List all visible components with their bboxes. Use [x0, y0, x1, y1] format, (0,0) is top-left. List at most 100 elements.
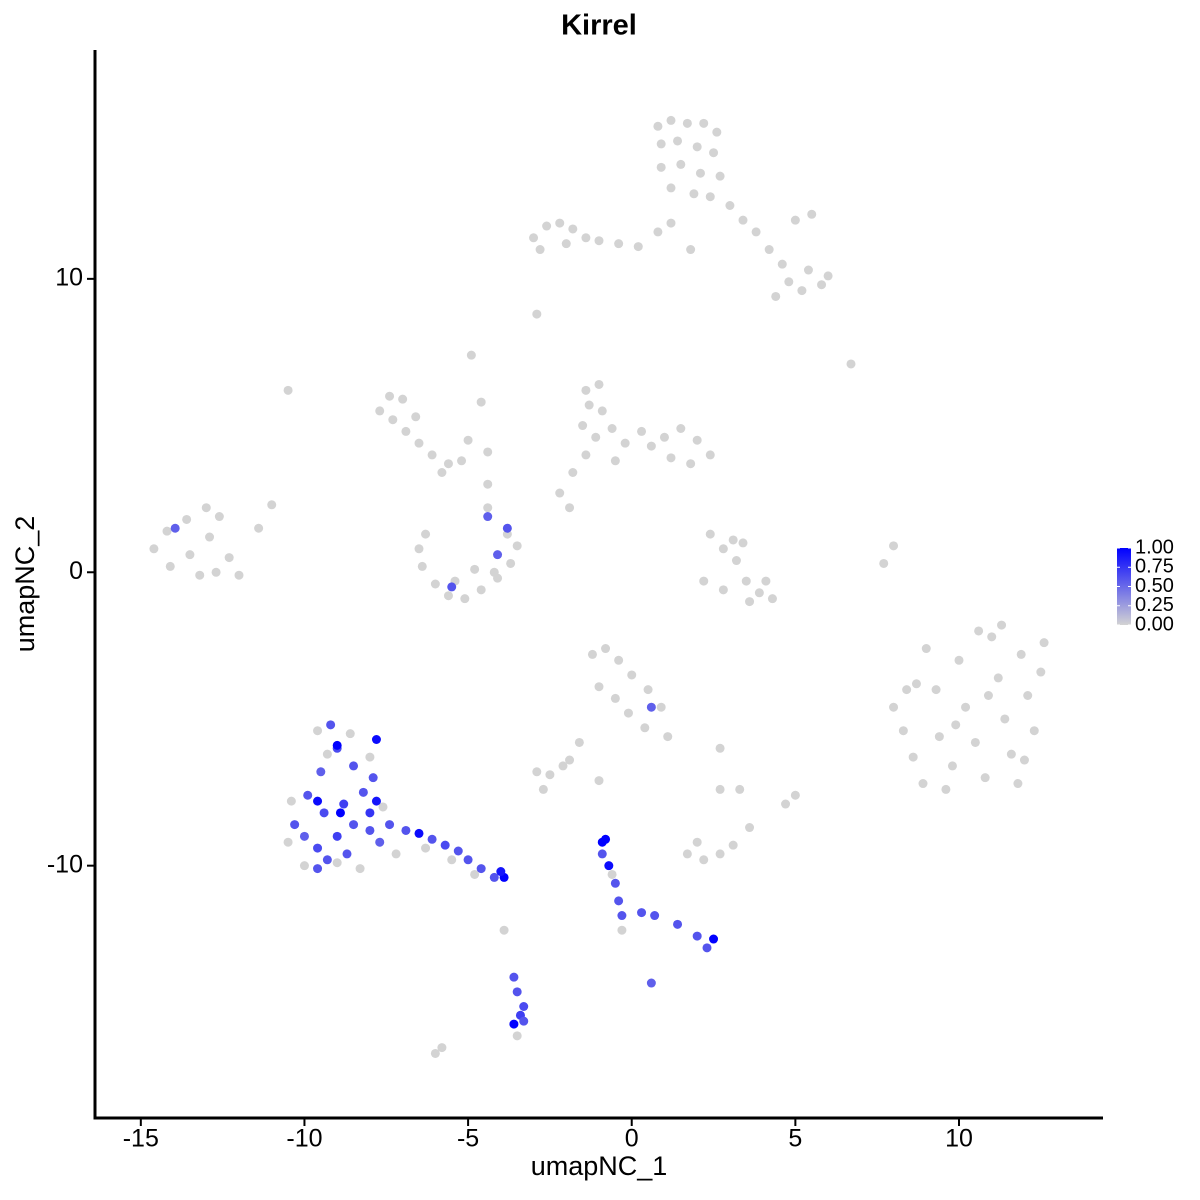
point — [715, 743, 725, 753]
point — [414, 544, 424, 554]
point — [483, 512, 493, 522]
point — [1006, 749, 1016, 759]
point — [728, 535, 738, 545]
point — [447, 582, 457, 592]
point — [185, 550, 195, 560]
point — [659, 432, 669, 442]
point — [1036, 667, 1046, 677]
point — [604, 861, 614, 871]
point — [437, 1043, 447, 1053]
point — [1023, 690, 1033, 700]
point — [692, 142, 702, 152]
point — [695, 168, 705, 178]
point — [447, 855, 457, 865]
point — [542, 221, 552, 231]
point — [430, 579, 440, 589]
x-tick-label: -15 — [123, 1125, 159, 1153]
point — [623, 708, 633, 718]
point — [751, 227, 761, 237]
point — [375, 406, 385, 416]
point — [692, 435, 702, 445]
point — [646, 702, 656, 712]
point — [332, 831, 342, 841]
point — [699, 118, 709, 128]
colorbar-label: 0.50 — [1135, 575, 1174, 597]
point — [646, 978, 656, 988]
point — [898, 726, 908, 736]
point — [290, 820, 300, 830]
point — [803, 265, 813, 275]
point — [712, 127, 722, 137]
point — [535, 245, 545, 255]
point — [702, 943, 712, 953]
point — [610, 878, 620, 888]
point — [476, 864, 486, 874]
point — [764, 245, 774, 255]
point — [385, 820, 395, 830]
point — [368, 773, 378, 783]
point — [974, 626, 984, 636]
point — [666, 115, 676, 125]
point — [705, 192, 715, 202]
point — [411, 412, 421, 422]
point — [1000, 714, 1010, 724]
point — [430, 1048, 440, 1058]
y-tick-label: 0 — [69, 557, 83, 585]
point — [299, 861, 309, 871]
point — [267, 500, 277, 510]
point — [286, 796, 296, 806]
point — [601, 834, 611, 844]
point — [391, 849, 401, 859]
point — [414, 438, 424, 448]
point — [345, 729, 355, 739]
x-axis-title: umapNC_1 — [531, 1151, 668, 1181]
point — [162, 526, 172, 536]
point — [951, 720, 961, 730]
point — [476, 397, 486, 407]
point — [349, 761, 359, 771]
point — [601, 644, 611, 654]
point — [790, 215, 800, 225]
point — [637, 426, 647, 436]
point — [587, 649, 597, 659]
point — [332, 858, 342, 868]
point — [326, 720, 336, 730]
point — [224, 553, 234, 563]
point — [512, 541, 522, 551]
point — [597, 849, 607, 859]
point — [470, 869, 480, 879]
point — [463, 855, 473, 865]
point — [453, 846, 463, 856]
point — [650, 911, 660, 921]
colorbar-label: 0.00 — [1135, 613, 1174, 635]
point — [781, 799, 791, 809]
point — [581, 385, 591, 395]
point — [349, 820, 359, 830]
point — [342, 849, 352, 859]
point — [673, 919, 683, 929]
point — [466, 350, 476, 360]
point — [911, 679, 921, 689]
point — [715, 784, 725, 794]
point — [358, 787, 368, 797]
point — [607, 869, 617, 879]
point — [401, 825, 411, 835]
point — [509, 1019, 519, 1029]
point — [961, 702, 971, 712]
point — [983, 690, 993, 700]
point — [529, 233, 539, 243]
point — [617, 925, 627, 935]
point — [283, 837, 293, 847]
point — [421, 843, 431, 853]
point — [195, 570, 205, 580]
point — [512, 1031, 522, 1041]
point — [656, 139, 666, 149]
point — [493, 550, 503, 560]
point — [519, 1002, 529, 1012]
point — [921, 644, 931, 654]
point — [934, 732, 944, 742]
point — [607, 423, 617, 433]
point — [682, 118, 692, 128]
point — [633, 242, 643, 252]
point — [316, 767, 326, 777]
